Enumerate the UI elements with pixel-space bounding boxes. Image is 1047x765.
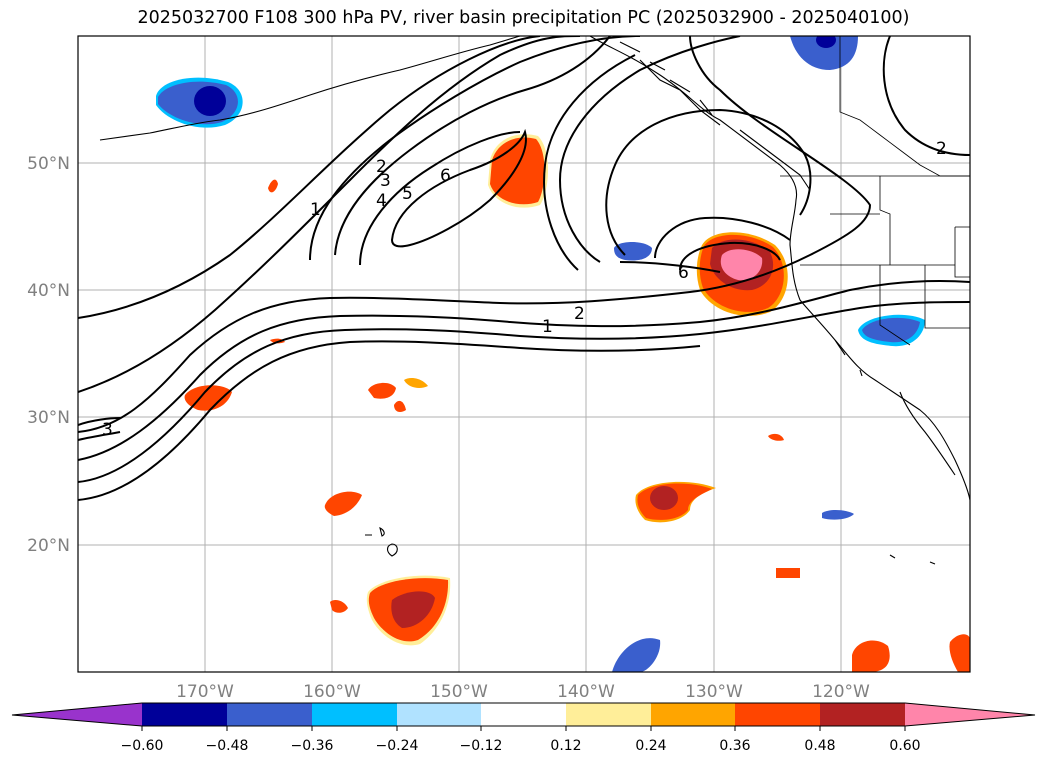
- contour-label-2b: 2: [574, 304, 585, 324]
- contour-label-6a: 6: [440, 166, 451, 186]
- colorbar-segment-7: [651, 703, 735, 726]
- map-frame: [77, 35, 971, 673]
- anomaly-patch-small: [614, 242, 652, 261]
- lat-label-30n: 30°N: [27, 408, 70, 428]
- contour-label-5a: 5: [402, 184, 413, 204]
- negative-anomaly-patches: [156, 36, 925, 672]
- colorbar-tick-3: −0.36: [291, 738, 334, 754]
- colorbar-tick-5: −0.12: [460, 738, 503, 754]
- lat-label-50n: 50°N: [27, 154, 70, 174]
- colorbar-tick-9: 0.48: [804, 738, 835, 754]
- pv-contours: [78, 36, 970, 501]
- contour-label-1b: 1: [542, 317, 553, 337]
- colorbar-segment-9: [820, 703, 905, 726]
- colorbar-segment-1: [142, 703, 227, 726]
- map-background: [78, 36, 970, 672]
- colorbar-segment-5: [481, 703, 566, 726]
- lat-label-20n: 20°N: [27, 536, 70, 556]
- colorbar-segment-2: [227, 703, 312, 726]
- latitude-labels: 50°N 40°N 30°N 20°N: [27, 154, 70, 556]
- contour-labels: 1 2 3 4 5 6 6 2 1 3 2: [102, 139, 947, 440]
- colorbar-tick-2: −0.48: [206, 738, 249, 754]
- contour-label-2c: 2: [936, 139, 947, 159]
- colorbar-extend-low: [12, 703, 142, 726]
- anomaly-patch-west: [184, 385, 232, 411]
- colorbar-tick-7: 0.24: [635, 738, 666, 754]
- map-title: 2025032700 F108 300 hPa PV, river basin …: [137, 8, 910, 28]
- contour-label-4a: 4: [376, 191, 387, 211]
- borders: [780, 36, 970, 346]
- contour-label-6b: 6: [678, 263, 689, 283]
- colorbar-tick-6: 0.12: [550, 738, 581, 754]
- lon-label-170w: 170°W: [176, 682, 234, 702]
- contour-label-2a: 2: [376, 157, 387, 177]
- contour-label-3c: 3: [102, 420, 113, 440]
- contour-label-3a: 3: [380, 171, 391, 191]
- colorbar-tick-8: 0.36: [719, 738, 750, 754]
- colorbar-extend-high: [905, 703, 1035, 726]
- contour-label-1a: 1: [310, 200, 321, 220]
- lon-label-160w: 160°W: [303, 682, 361, 702]
- lon-label-120w: 120°W: [812, 682, 870, 702]
- colorbar-segment-8: [735, 703, 820, 726]
- lon-label-130w: 130°W: [685, 682, 743, 702]
- colorbar-tick-4: −0.24: [376, 738, 419, 754]
- colorbar-segment-4: [397, 703, 481, 726]
- lon-label-150w: 150°W: [430, 682, 488, 702]
- colorbar-tick-10: 0.60: [889, 738, 920, 754]
- colorbar-segment-6: [566, 703, 651, 726]
- lon-label-140w: 140°W: [557, 682, 615, 702]
- coastlines: [99, 36, 970, 565]
- colorbar: −0.60 −0.48 −0.36 −0.24 −0.12 0.12 0.24 …: [11, 702, 1036, 754]
- anomaly-patch-south: [612, 638, 661, 672]
- colorbar-tick-1: −0.60: [121, 738, 164, 754]
- anomaly-patch-north: [790, 36, 858, 70]
- colorbar-segment-3: [312, 703, 397, 726]
- lat-label-40n: 40°N: [27, 281, 70, 301]
- longitude-labels: 170°W 160°W 150°W 140°W 130°W 120°W: [176, 682, 870, 702]
